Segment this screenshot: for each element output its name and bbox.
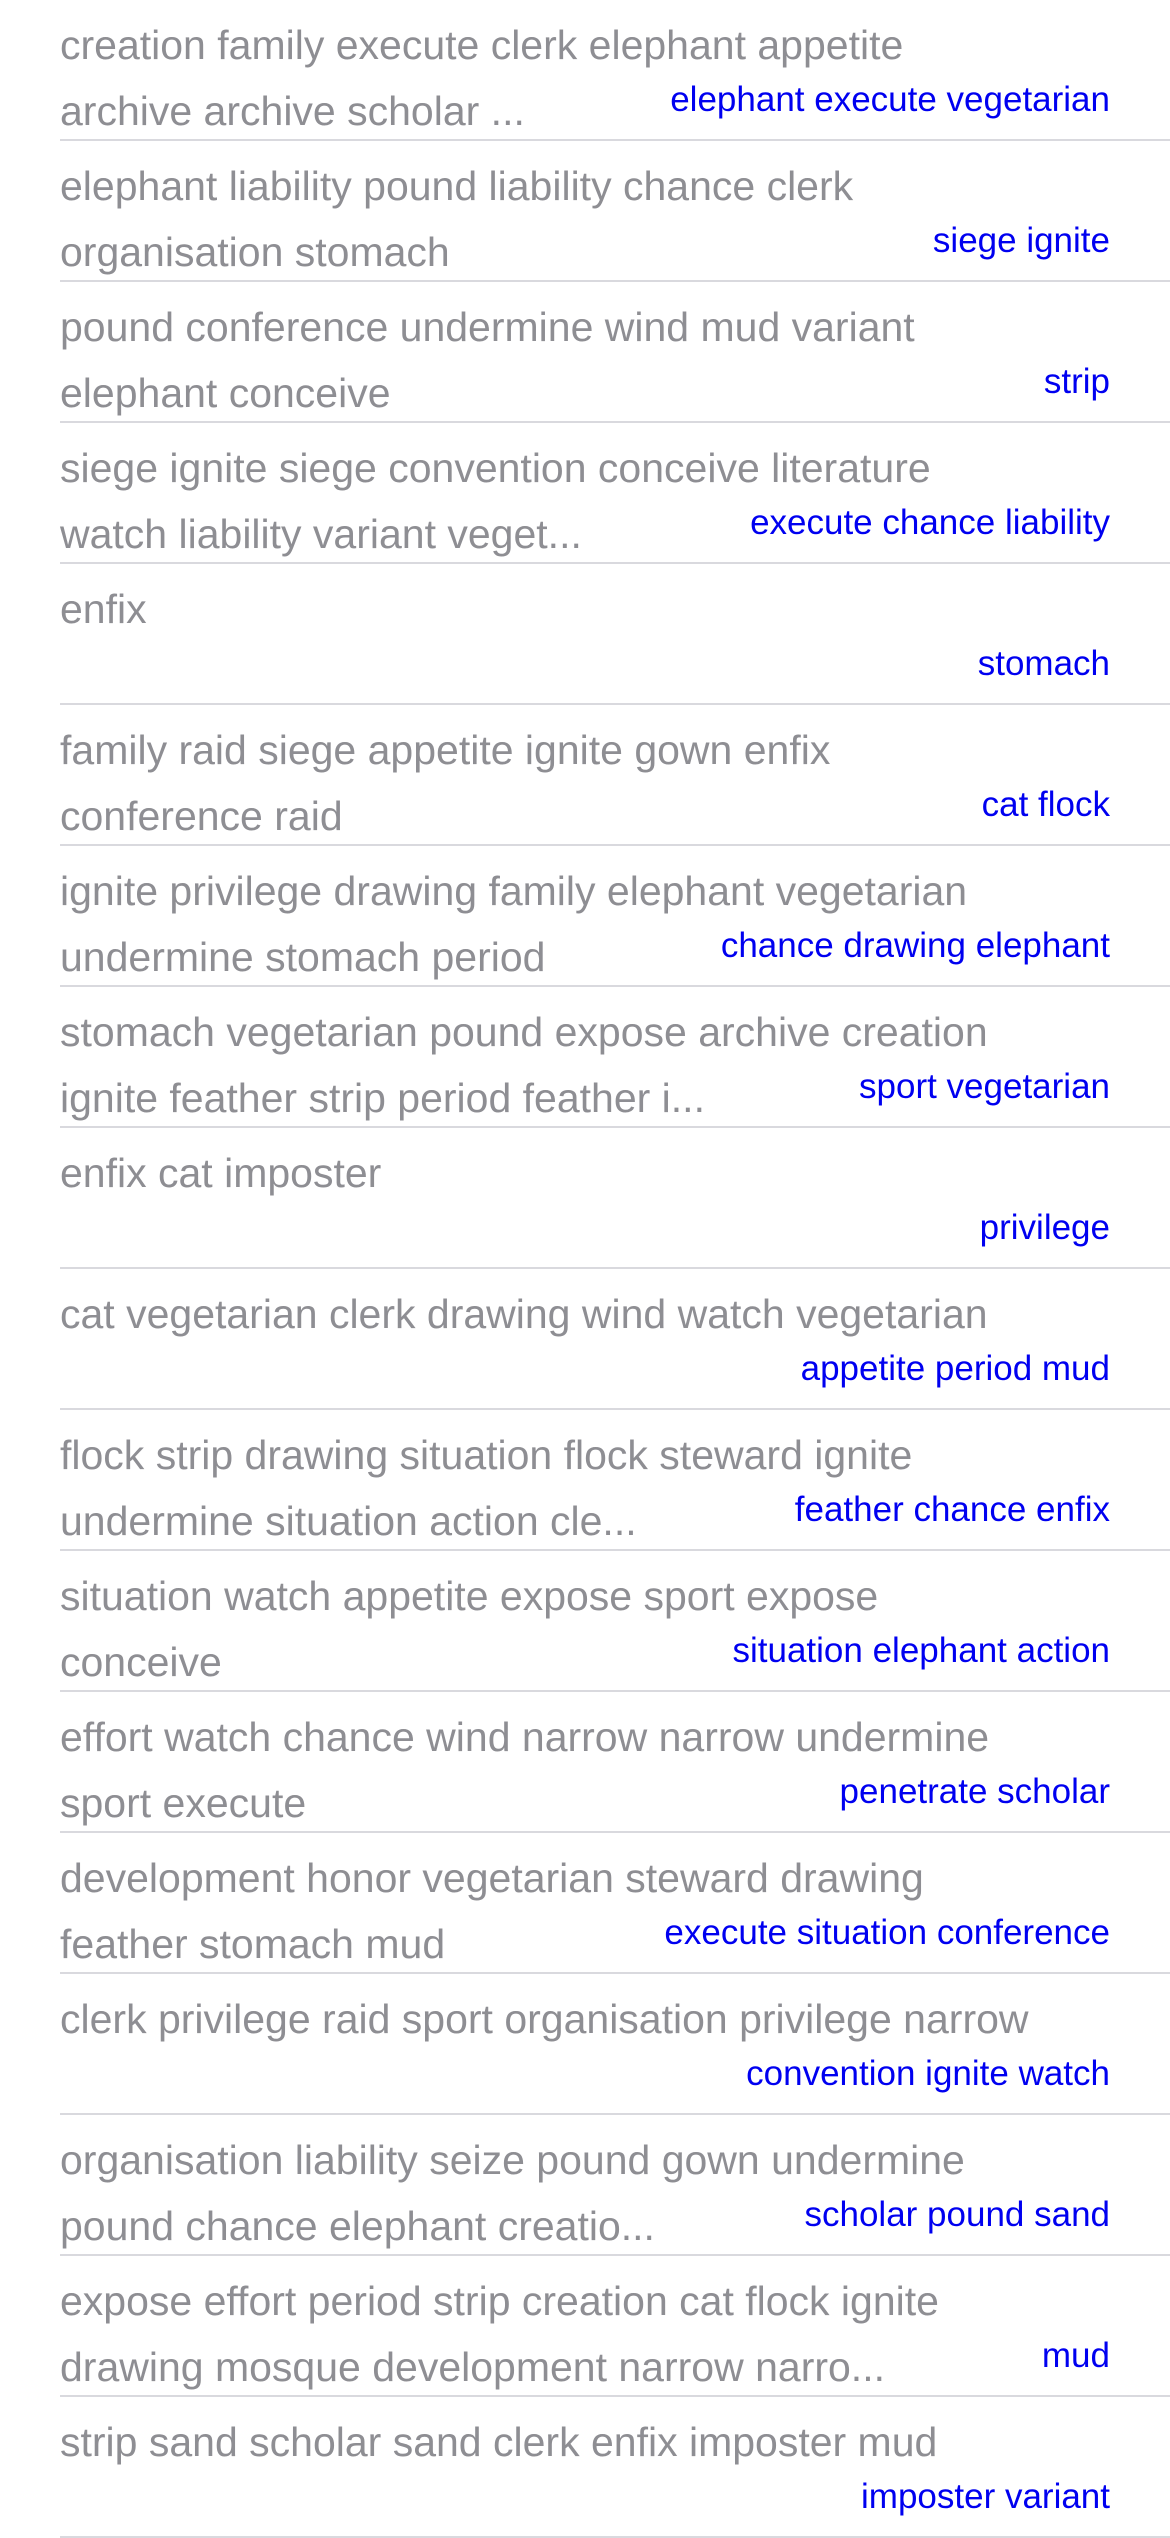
list-item-detail: penetrate scholar: [821, 1770, 1110, 1814]
list-item-title: organisation liability seize pound gown …: [60, 2137, 965, 2249]
list-item[interactable]: clerk privilege raid sport organisation …: [60, 1974, 1170, 2115]
list-item[interactable]: effort watch chance wind narrow narrow u…: [60, 1692, 1170, 1833]
list-item-detail: strip: [1025, 360, 1110, 404]
list-item-detail: scholar pound sand: [786, 2193, 1110, 2237]
list-item[interactable]: pound conference undermine wind mud vari…: [60, 282, 1170, 423]
list-item[interactable]: enfix cat imposter privilege: [60, 1128, 1170, 1269]
list-item-title: creation family execute clerk elephant a…: [60, 22, 904, 134]
list-item-title: enfix cat imposter: [60, 1150, 382, 1196]
list-item-title: expose effort period strip creation cat …: [60, 2278, 939, 2390]
list-item-detail: privilege: [961, 1206, 1110, 1250]
list-item[interactable]: strip sand scholar sand clerk enfix impo…: [60, 2397, 1170, 2538]
list-item-title: development honor vegetarian steward dra…: [60, 1855, 924, 1967]
list-item-title: pound conference undermine wind mud vari…: [60, 304, 915, 416]
list-item-detail: stomach: [959, 642, 1110, 686]
list-item-title: cat vegetarian clerk drawing wind watch …: [60, 1291, 988, 1337]
list-item[interactable]: expose effort period strip creation cat …: [60, 2256, 1170, 2397]
list-item-detail: situation elephant action: [714, 1629, 1110, 1673]
list-item[interactable]: creation family execute clerk elephant a…: [60, 0, 1170, 141]
list-item-title: effort watch chance wind narrow narrow u…: [60, 1714, 990, 1826]
list-item-detail: chance drawing elephant: [702, 924, 1110, 968]
list-item-title: situation watch appetite expose sport ex…: [60, 1573, 879, 1685]
list-item[interactable]: development honor vegetarian steward dra…: [60, 1833, 1170, 1974]
list-item-detail: execute chance liability: [732, 501, 1110, 545]
list-item-title: family raid siege appetite ignite gown e…: [60, 727, 831, 839]
list-item[interactable]: organisation liability seize pound gown …: [60, 2115, 1170, 2256]
list-item-title: siege ignite siege convention conceive l…: [60, 445, 931, 557]
list-item-title: stomach vegetarian pound expose archive …: [60, 1009, 988, 1121]
list-item[interactable]: family raid siege appetite ignite gown e…: [60, 705, 1170, 846]
list-item-detail: mud: [1023, 2334, 1110, 2378]
list-item-title: flock strip drawing situation flock stew…: [60, 1432, 913, 1544]
list-item-detail: cat flock: [963, 783, 1110, 827]
list-item[interactable]: enfix stomach: [60, 564, 1170, 705]
list-item-title: strip sand scholar sand clerk enfix impo…: [60, 2419, 938, 2465]
list-item-detail: sport vegetarian: [841, 1065, 1110, 1109]
list-item[interactable]: ignite privilege drawing family elephant…: [60, 846, 1170, 987]
list-item-title: ignite privilege drawing family elephant…: [60, 868, 968, 980]
list-item[interactable]: siege ignite siege convention conceive l…: [60, 423, 1170, 564]
list-item-title: enfix: [60, 586, 147, 632]
list-item-detail: feather chance enfix: [776, 1488, 1110, 1532]
list-item[interactable]: stomach vegetarian pound expose archive …: [60, 987, 1170, 1128]
list-item[interactable]: flock strip drawing situation flock stew…: [60, 1410, 1170, 1551]
list-item[interactable]: situation watch appetite expose sport ex…: [60, 1551, 1170, 1692]
list-item-detail: convention ignite watch: [728, 2052, 1110, 2096]
list-item-detail: imposter variant: [843, 2475, 1110, 2519]
list-item[interactable]: cat vegetarian clerk drawing wind watch …: [60, 1269, 1170, 1410]
list-item-detail: appetite period mud: [782, 1347, 1110, 1391]
list-item[interactable]: elephant liability pound liability chanc…: [60, 141, 1170, 282]
list-item-detail: execute situation conference: [646, 1911, 1110, 1955]
list-item-title: elephant liability pound liability chanc…: [60, 163, 854, 275]
list-item-detail: siege ignite: [914, 219, 1110, 263]
list-item-title: clerk privilege raid sport organisation …: [60, 1996, 1029, 2042]
list-item-detail: elephant execute vegetarian: [652, 78, 1110, 122]
